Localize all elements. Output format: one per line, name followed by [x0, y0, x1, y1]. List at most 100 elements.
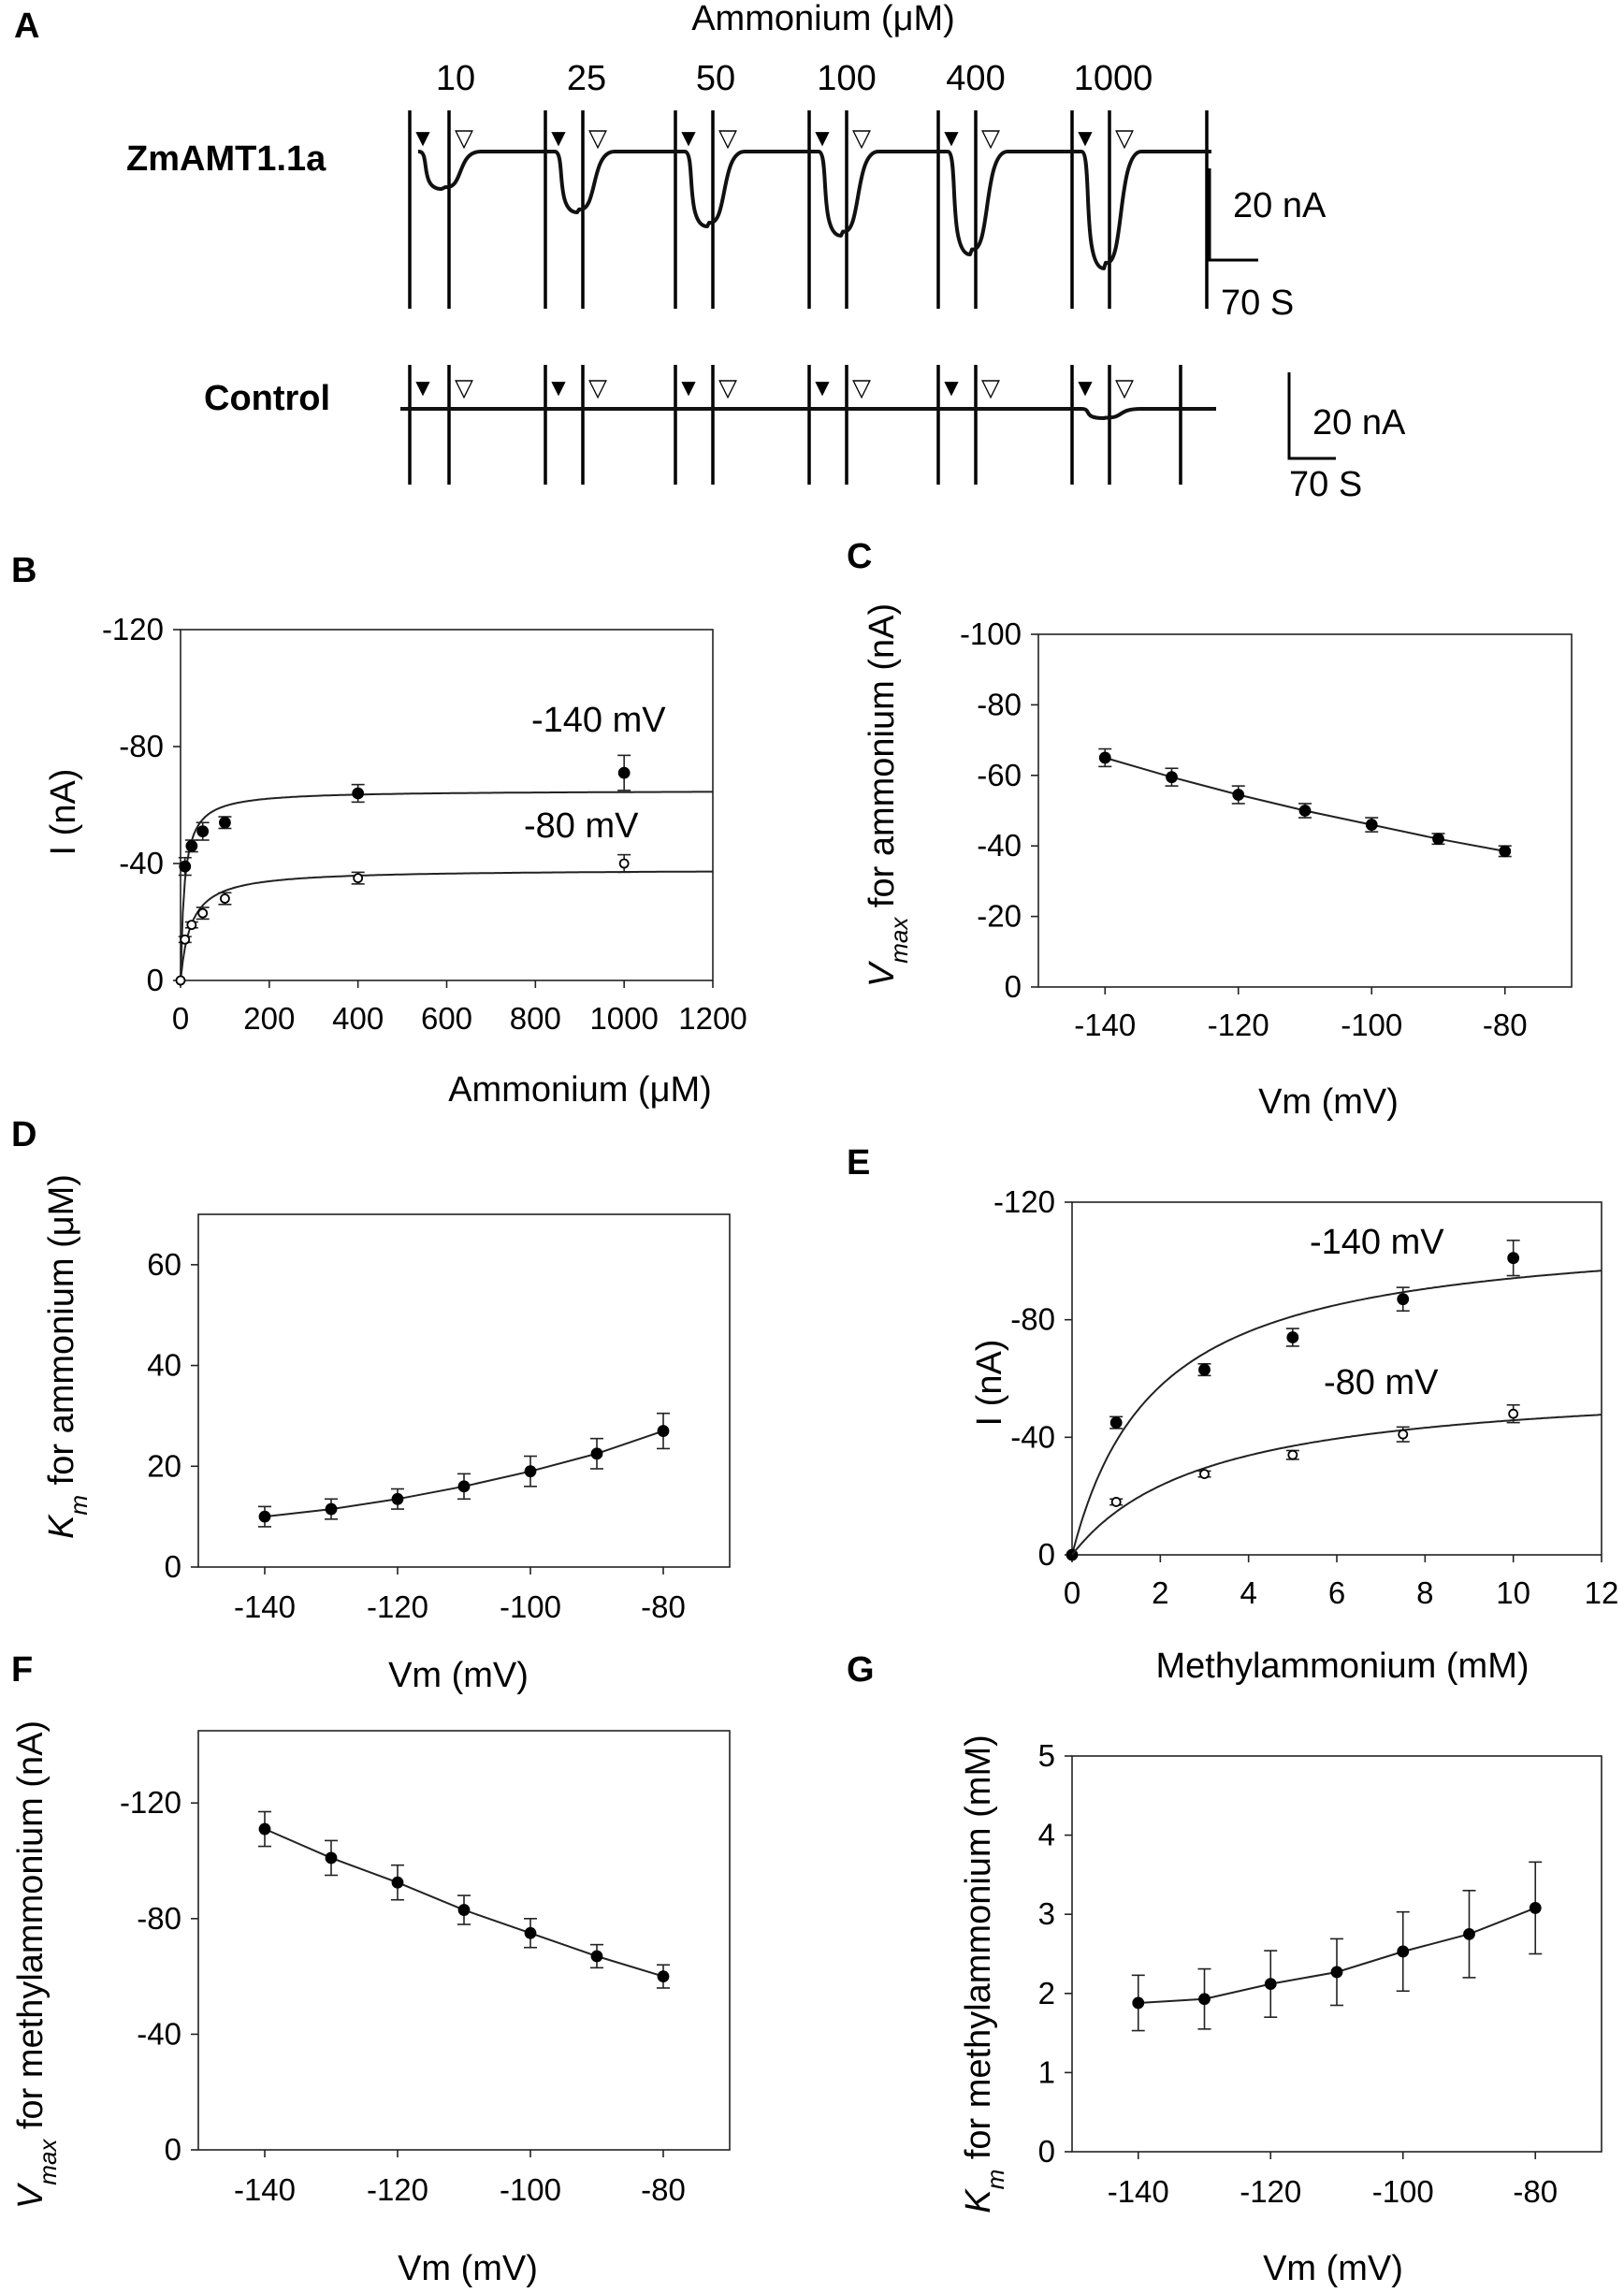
application-markers-zmamt: ▼ ▽ ▼ ▽ ▼ ▽ ▼ ▽ ▼ ▽ ▼ ▽ [411, 123, 1134, 152]
scale-bar-lines [1287, 372, 1336, 460]
panel-f-label: F [11, 1650, 33, 1690]
y-tick-label: 4 [1038, 1818, 1055, 1852]
plot-frame [180, 629, 714, 981]
scale-bar-control: 20 nA 70 S [1287, 372, 1406, 504]
panel-f: F -140 -120 -100 -80 0 -40 -80 -120 Vm (mV) Vma… [11, 1650, 731, 2288]
series-label: -140 mV [1310, 1223, 1444, 1262]
concentration-label: 1000 [1074, 59, 1153, 98]
data-point [175, 975, 186, 986]
panel-a-title: Ammonium (μM) [691, 0, 955, 38]
data-point [179, 860, 192, 873]
data-point [1330, 1966, 1343, 1979]
y-tick-label: 0 [165, 1549, 181, 1584]
y-tick-label: 40 [147, 1348, 181, 1383]
data-point [353, 873, 364, 884]
data-point [1287, 1449, 1298, 1460]
plot-frame [1037, 633, 1573, 988]
x-tick-label: -140 [234, 1589, 296, 1624]
panel-a: A Ammonium (μM) 10 25 50 100 400 1000 Zm… [14, 0, 1406, 504]
x-axis-title: Vm (mV) [388, 1656, 529, 1695]
y-tick-label: 20 [147, 1448, 181, 1483]
data-point [1198, 1993, 1211, 2006]
y-tick-label: -80 [119, 729, 164, 763]
y-tick-label: -40 [137, 2016, 181, 2051]
data-point [391, 1876, 404, 1889]
fit-curve [180, 870, 713, 981]
panel-e: E 0 2 4 6 8 10 12 0 -40 -80 -120 Methylammonium (m… [847, 1143, 1618, 1686]
data-point [1499, 845, 1512, 858]
data-point [325, 1502, 338, 1516]
panel-c-label: C [847, 537, 872, 576]
plot-frame [1071, 1755, 1602, 2153]
y-tick-label: -120 [102, 612, 164, 646]
data-point [657, 1970, 670, 1983]
on-marker: ▼ [1073, 123, 1097, 152]
data-point [186, 920, 197, 931]
y-tick-label: -120 [993, 1184, 1055, 1219]
off-marker: ▽ [455, 123, 473, 152]
on-marker: ▼ [939, 373, 964, 401]
data-point [457, 1904, 471, 1916]
concentration-label: 100 [817, 59, 876, 98]
y-tick-label: -80 [977, 687, 1022, 721]
y-tick-label: 0 [1038, 1537, 1055, 1572]
off-marker: ▽ [981, 123, 1000, 152]
data-point [590, 1447, 603, 1460]
chart-d: -140 -120 -100 -80 0 20 40 60 [147, 1213, 731, 1624]
x-tick-label: 200 [243, 1001, 295, 1036]
scale-bar-time: 70 S [1289, 465, 1362, 504]
y-tick-label: 0 [147, 963, 164, 997]
chart-f: -140 -120 -100 -80 0 -40 -80 -120 [120, 1730, 731, 2207]
x-tick-label: -140 [1074, 1008, 1136, 1042]
plot-frame [197, 1213, 731, 1568]
y-tick-label: 5 [1038, 1738, 1055, 1773]
panel-b-label: B [11, 551, 36, 590]
solution-switch-lines-control [408, 365, 1182, 485]
y-axis-title-sub: max [34, 2139, 62, 2185]
x-tick-label: -100 [1341, 1008, 1402, 1042]
y-axis-title-main: V [863, 960, 902, 987]
x-tick-label: 0 [172, 1001, 189, 1036]
x-tick-label: -140 [234, 2172, 296, 2207]
series-label: -140 mV [531, 701, 666, 740]
x-tick-label: -120 [1208, 1008, 1269, 1042]
off-marker: ▽ [852, 123, 871, 152]
x-tick-label: 800 [510, 1001, 561, 1036]
x-axis-title: Methylammonium (mM) [1155, 1647, 1529, 1686]
solution-switch-lines-zmamt [408, 110, 1209, 309]
x-tick-label: 6 [1328, 1575, 1345, 1610]
y-axis-title-main: K [959, 2188, 998, 2213]
chart-g: -140 -120 -100 -80 0 1 2 3 4 5 [1038, 1738, 1602, 2209]
y-tick-label: -80 [137, 1901, 181, 1936]
off-marker: ▽ [981, 373, 1000, 401]
x-tick-label: 0 [1064, 1575, 1080, 1610]
data-point [1397, 1293, 1410, 1306]
plot-frame [197, 1730, 731, 2151]
x-tick-label: 8 [1416, 1575, 1433, 1610]
x-tick-label: 2 [1152, 1575, 1168, 1610]
on-marker: ▼ [810, 123, 834, 152]
y-axis-title-rest: for ammonium (nA) [863, 603, 902, 918]
data-point [1110, 1497, 1122, 1507]
x-tick-label: -120 [367, 1589, 428, 1624]
data-point [391, 1492, 404, 1505]
x-axis-title: Vm (mV) [1263, 2249, 1403, 2288]
off-marker: ▽ [455, 373, 473, 401]
data-point [1198, 1363, 1211, 1376]
fit-curve [1071, 1414, 1602, 1556]
y-tick-label: -120 [120, 1785, 181, 1820]
x-axis-title: Vm (mV) [398, 2249, 538, 2288]
y-axis-title: Km for methylammonium (mM) [959, 1734, 1009, 2213]
y-tick-label: -60 [977, 758, 1022, 792]
y-axis-title-main: V [11, 2182, 51, 2209]
data-point [657, 1425, 670, 1437]
x-tick-label: 1200 [678, 1001, 747, 1036]
scale-bar-lines [1208, 168, 1258, 262]
y-axis-title-rest: for methylammonium (nA) [11, 1720, 51, 2140]
on-marker: ▼ [810, 373, 834, 401]
y-tick-label: -40 [977, 828, 1022, 863]
on-marker: ▼ [676, 373, 701, 401]
data-point [258, 1822, 271, 1836]
y-axis-title-rest: for methylammonium (mM) [959, 1734, 998, 2170]
